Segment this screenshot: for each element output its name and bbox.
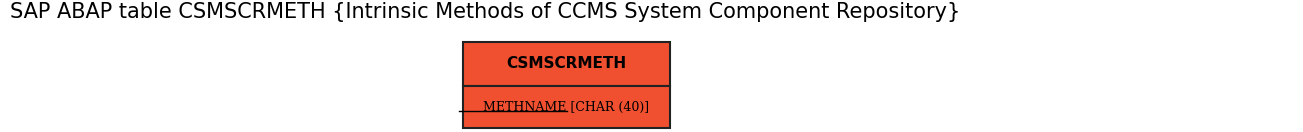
Text: METHNAME [CHAR (40)]: METHNAME [CHAR (40)]: [483, 100, 650, 114]
Bar: [463, 86, 670, 128]
Bar: [463, 42, 670, 86]
Text: SAP ABAP table CSMSCRMETH {Intrinsic Methods of CCMS System Component Repository: SAP ABAP table CSMSCRMETH {Intrinsic Met…: [10, 2, 960, 22]
Text: CSMSCRMETH: CSMSCRMETH: [507, 56, 627, 72]
